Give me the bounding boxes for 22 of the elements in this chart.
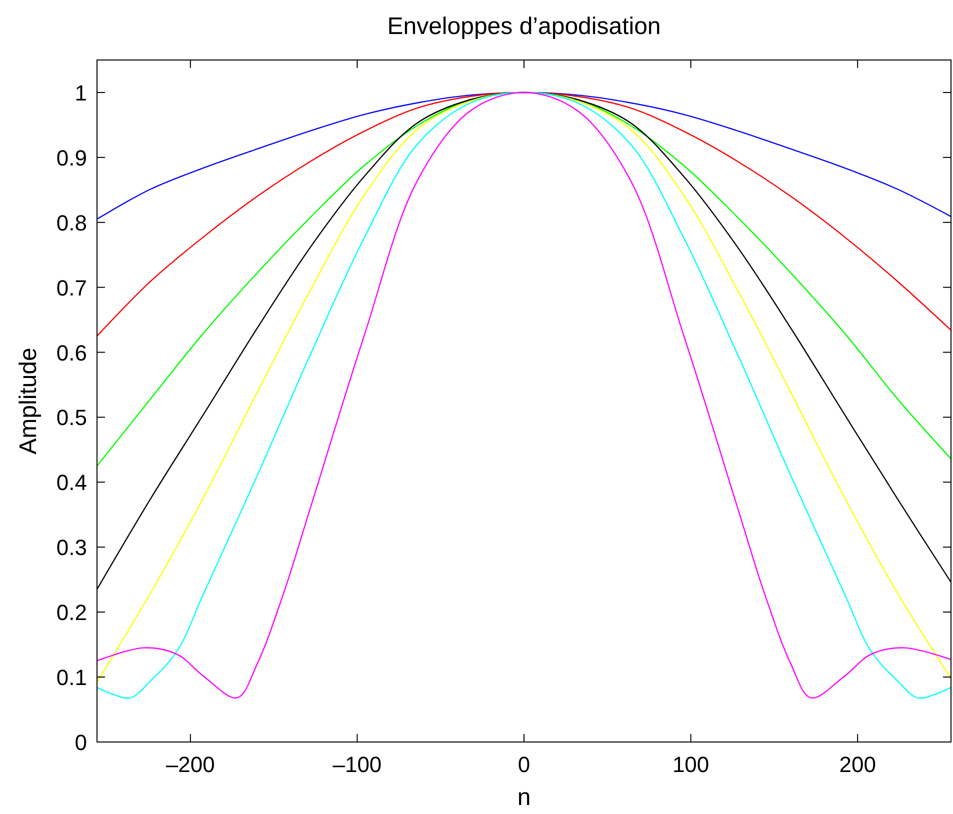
x-tick-label: –100	[332, 752, 382, 777]
line-series	[97, 92, 951, 337]
x-tick-label: –200	[166, 752, 215, 777]
x-tick-label: 200	[839, 752, 876, 777]
y-axis-title: Amplitude	[15, 348, 42, 454]
chart-title: Enveloppes d’apodisation	[387, 13, 661, 40]
y-tick-label: 0.2	[56, 600, 87, 626]
line-series	[97, 92, 951, 220]
x-tick-label: 100	[672, 752, 710, 777]
line-series	[97, 92, 951, 467]
y-tick-label: 0.7	[56, 275, 87, 300]
y-tick-label: 0.9	[56, 145, 87, 170]
y-tick-label: 0.1	[56, 665, 87, 690]
y-tick-label: 0	[74, 730, 87, 755]
y-tick-label: 0.5	[56, 405, 87, 430]
y-tick-label: 0.4	[56, 470, 87, 496]
y-tick-label: 0.8	[56, 210, 87, 236]
y-tick-label: 0.6	[56, 340, 87, 366]
x-tick-label: 0	[518, 752, 530, 777]
y-tick-label: 1	[74, 80, 87, 106]
x-axis-title: n	[517, 784, 531, 811]
y-tick-label: 0.3	[56, 535, 87, 560]
